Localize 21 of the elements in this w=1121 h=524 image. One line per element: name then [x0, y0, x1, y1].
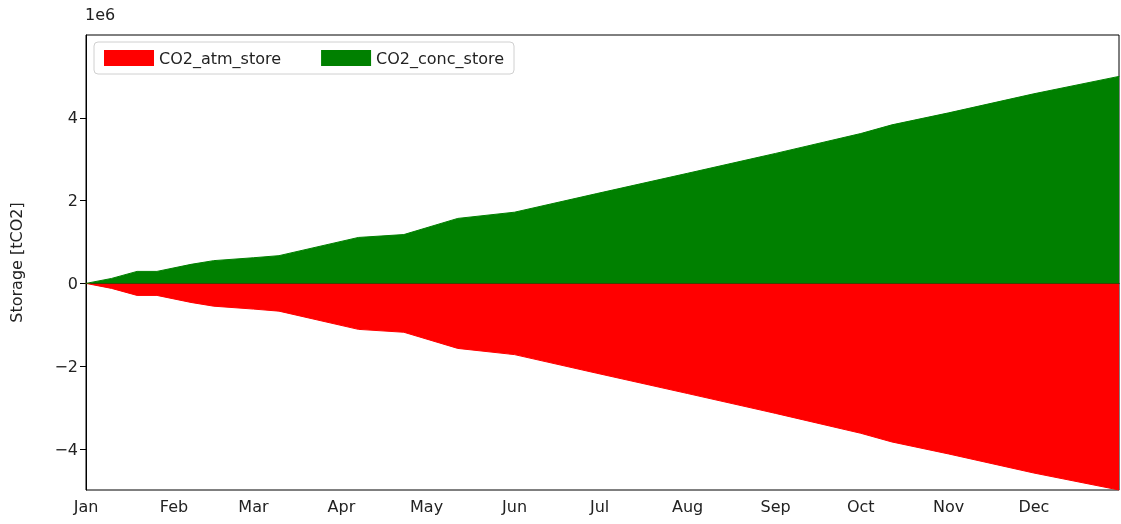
y-tick-label: 4 — [67, 108, 78, 128]
x-tick-label: Mar — [238, 496, 269, 516]
text: 1e6 — [85, 4, 116, 24]
x-tick-label: Nov — [933, 496, 965, 516]
x-tick-label: Sep — [760, 496, 791, 516]
y-tick-label: −2 — [54, 356, 78, 376]
x-tick-label: Feb — [159, 496, 189, 516]
x-tick-label: Oct — [846, 496, 875, 516]
y-tick-label: 2 — [67, 191, 78, 211]
x-tick-label: Jun — [501, 496, 528, 516]
x-tick-label: Apr — [327, 496, 356, 516]
y-tick-label: −4 — [54, 439, 78, 459]
x-tick-label: May — [410, 496, 444, 516]
x-tick-label: Jul — [589, 496, 610, 516]
y-axis-title: Storage [tCO2] — [6, 202, 26, 323]
y-tick-label: 0 — [67, 273, 78, 293]
x-tick-label: Aug — [672, 496, 704, 516]
legend-label: CO2_conc_store — [376, 48, 505, 69]
x-tick-label: Jan — [72, 496, 99, 516]
x-tick-label: Dec — [1018, 496, 1050, 516]
legend-label: CO2_atm_store — [159, 48, 282, 69]
